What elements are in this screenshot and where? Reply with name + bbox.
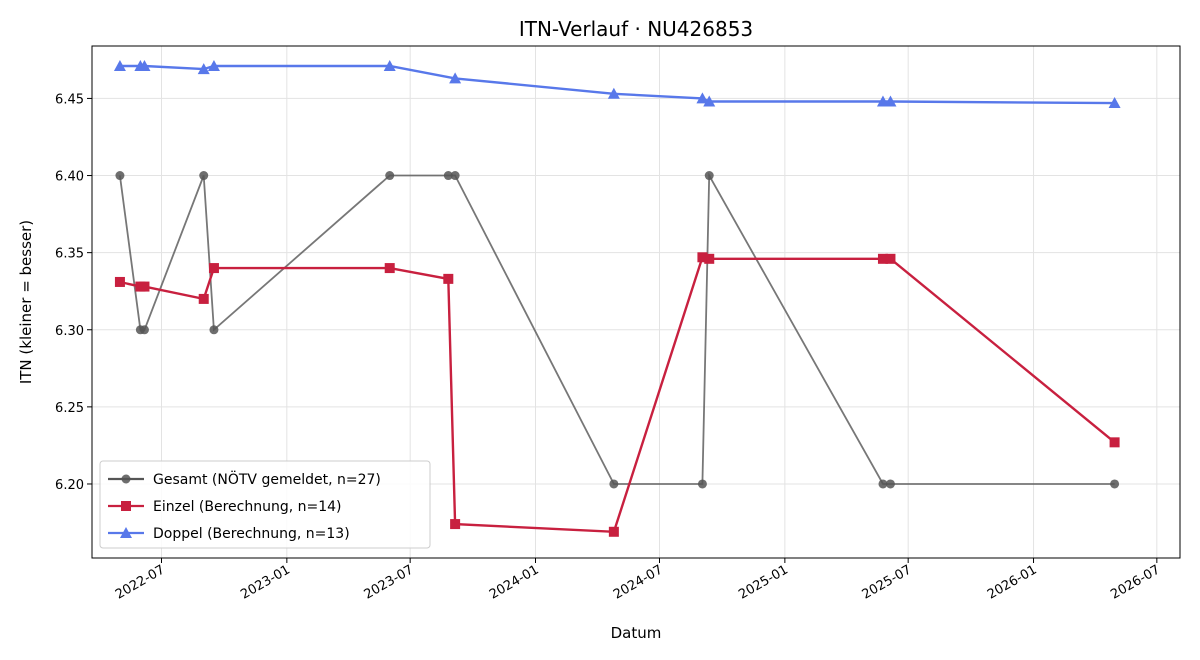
- data-point-gesamt: [450, 171, 460, 181]
- plot-frame: [91, 45, 1181, 559]
- data-point-doppel: [696, 92, 709, 104]
- x-tick-label: 2024-07: [611, 562, 666, 602]
- data-point-gesamt: [878, 479, 888, 489]
- data-point-doppel: [884, 95, 897, 107]
- series-gesamt: [115, 171, 1120, 489]
- y-tick-label: 6.35: [55, 247, 84, 262]
- data-point-gesamt: [704, 171, 714, 181]
- data-point-doppel: [113, 60, 126, 72]
- x-axis-label: Datum: [611, 624, 662, 642]
- data-point-gesamt: [697, 479, 707, 489]
- x-tick-label: 2025-01: [736, 562, 791, 602]
- data-point-einzel: [139, 281, 150, 292]
- legend-label: Doppel (Berechnung, n=13): [153, 526, 350, 542]
- data-point-doppel: [607, 87, 620, 99]
- x-tick-label: 2023-01: [238, 562, 293, 602]
- data-point-gesamt: [609, 479, 619, 489]
- x-axis-ticks: 2022-07 2023-01 2023-07 2024-01 2024-07 2025-…: [113, 558, 1163, 603]
- data-point-gesamt: [885, 479, 895, 489]
- data-point-doppel: [207, 60, 220, 72]
- data-point-gesamt: [1110, 479, 1120, 489]
- chart-title: ITN-Verlauf · NU426853: [519, 17, 753, 41]
- data-point-doppel: [449, 72, 462, 84]
- data-point-einzel: [450, 519, 461, 530]
- legend-marker: [121, 474, 131, 484]
- x-tick-label: 2024-01: [487, 562, 542, 602]
- data-point-einzel: [208, 263, 219, 274]
- legend-item-gesamt: Gesamt (NÖTV gemeldet, n=27): [108, 470, 381, 488]
- data-point-doppel: [197, 63, 210, 75]
- legend: Gesamt (NÖTV gemeldet, n=27) Einzel (Bere…: [99, 460, 431, 549]
- x-tick-label: 2022-07: [113, 562, 168, 602]
- x-tick-label: 2023-07: [362, 562, 417, 602]
- data-point-gesamt: [139, 325, 149, 335]
- legend-item-einzel: Einzel (Berechnung, n=14): [108, 499, 342, 515]
- data-point-einzel: [443, 273, 454, 284]
- data-point-doppel: [1108, 97, 1121, 109]
- data-point-gesamt: [385, 171, 395, 181]
- data-point-gesamt: [115, 171, 125, 181]
- data-point-doppel: [138, 60, 151, 72]
- series-doppel: [113, 60, 1121, 109]
- series-einzel: [114, 252, 1120, 537]
- data-point-einzel: [877, 253, 888, 264]
- legend-marker: [120, 527, 132, 538]
- data-point-einzel: [885, 253, 896, 264]
- data-point-gesamt: [199, 171, 209, 181]
- data-point-doppel: [383, 60, 396, 72]
- data-point-gesamt: [443, 171, 453, 181]
- legend-label: Gesamt (NÖTV gemeldet, n=27): [153, 470, 381, 488]
- grid-lines: [92, 46, 1180, 558]
- data-point-einzel: [697, 252, 708, 263]
- y-tick-label: 6.25: [55, 401, 84, 416]
- data-point-einzel: [384, 263, 395, 274]
- data-point-einzel: [1109, 437, 1120, 448]
- x-tick-label: 2026-01: [985, 562, 1040, 602]
- data-point-einzel: [608, 526, 619, 537]
- data-point-einzel: [114, 276, 125, 287]
- data-point-einzel: [704, 253, 715, 264]
- series-layer: [113, 60, 1121, 537]
- y-tick-label: 6.40: [55, 170, 84, 185]
- y-tick-label: 6.45: [55, 92, 84, 107]
- data-point-einzel: [198, 293, 209, 304]
- x-tick-label: 2025-07: [860, 562, 915, 602]
- y-tick-label: 6.30: [55, 324, 84, 339]
- data-point-doppel: [703, 95, 716, 107]
- x-tick-label: 2026-07: [1108, 562, 1163, 602]
- y-tick-label: 6.20: [55, 478, 84, 493]
- legend-label: Einzel (Berechnung, n=14): [153, 499, 342, 515]
- data-point-gesamt: [209, 325, 219, 335]
- series-line-einzel: [119, 255, 1116, 534]
- legend-item-doppel: Doppel (Berechnung, n=13): [108, 526, 350, 542]
- legend-marker: [121, 501, 131, 511]
- legend-box: [99, 460, 431, 549]
- y-axis-label: ITN (kleiner = besser): [17, 220, 35, 384]
- y-axis-ticks: 6.20 6.25 6.30 6.35 6.40 6.45: [55, 92, 92, 493]
